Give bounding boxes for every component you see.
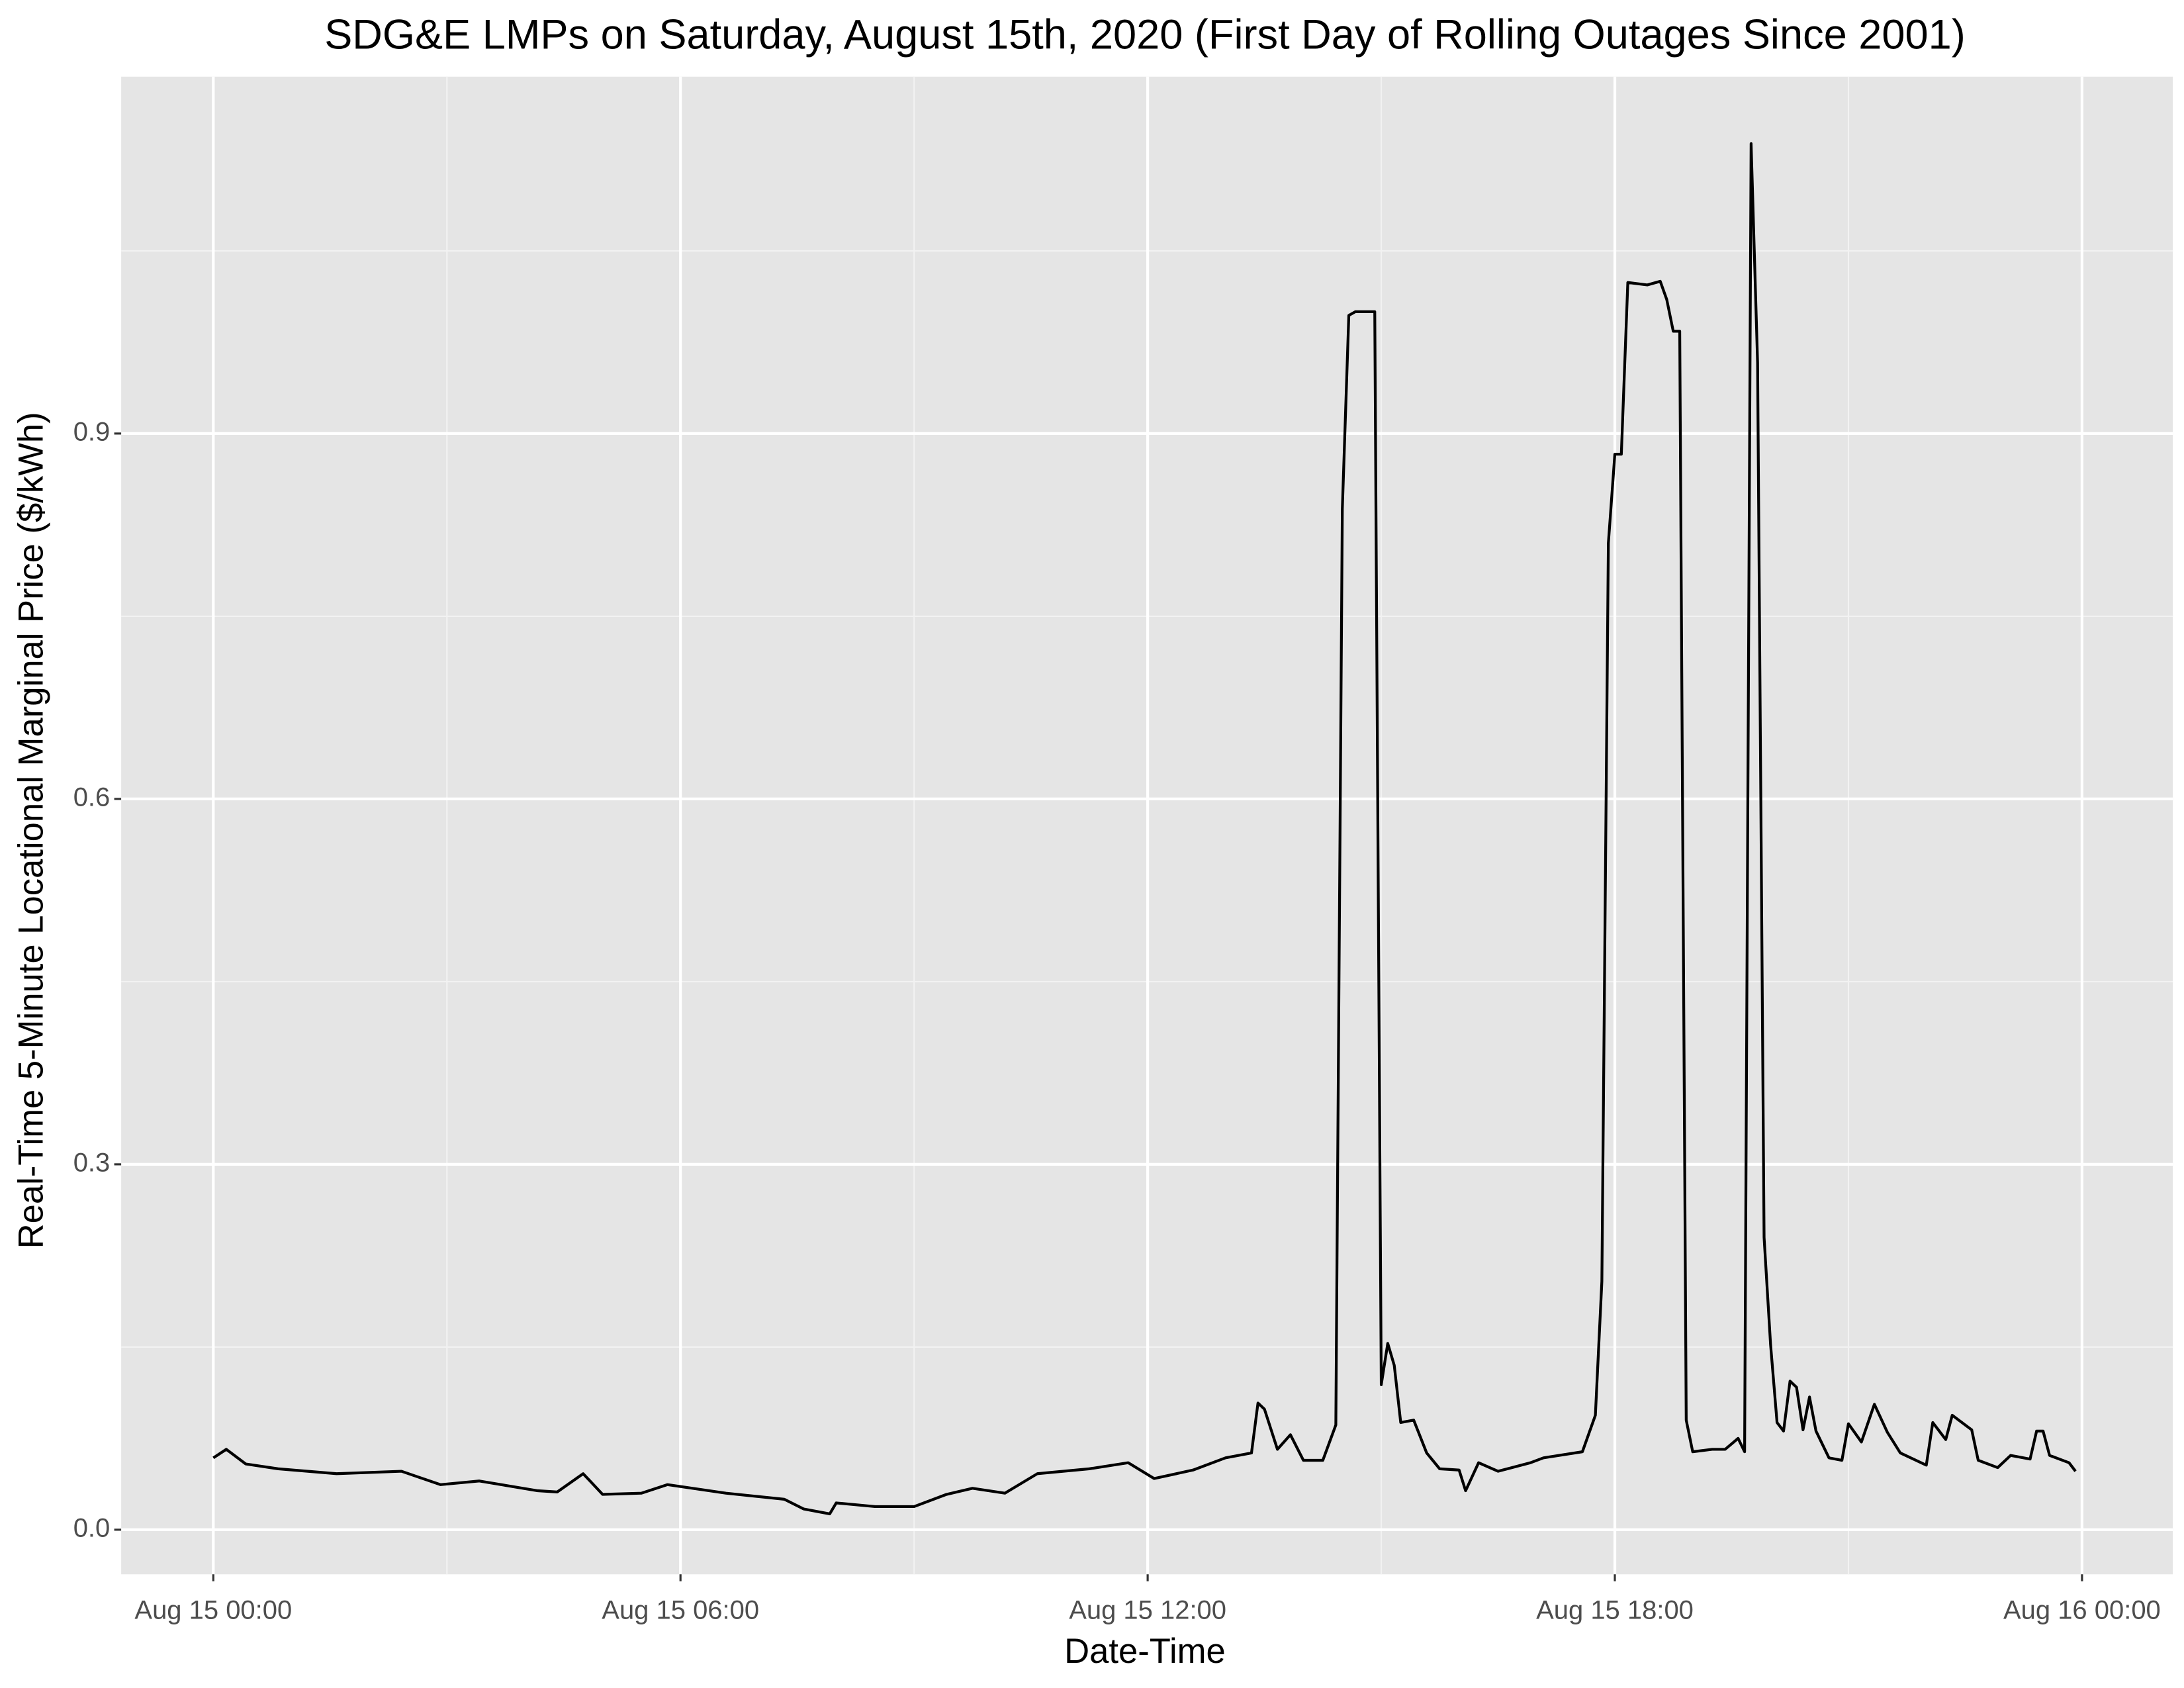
y-axis-label: Real-Time 5-Minute Locational Marginal P… bbox=[11, 412, 50, 1248]
x-tick-label: Aug 15 18:00 bbox=[1536, 1596, 1694, 1625]
y-tick-label: 0.9 bbox=[73, 417, 111, 446]
y-tick-label: 0.0 bbox=[73, 1513, 111, 1542]
chart-title: SDG&E LMPs on Saturday, August 15th, 202… bbox=[324, 12, 1966, 58]
x-tick-label: Aug 15 06:00 bbox=[602, 1596, 759, 1625]
x-tick-label: Aug 15 00:00 bbox=[134, 1596, 292, 1625]
x-tick-label: Aug 15 12:00 bbox=[1069, 1596, 1226, 1625]
price-line bbox=[212, 142, 2077, 1516]
y-tick-label: 0.3 bbox=[73, 1148, 111, 1177]
x-tick-label: Aug 16 00:00 bbox=[2003, 1596, 2161, 1625]
y-tick-label: 0.6 bbox=[73, 782, 111, 812]
x-axis-label: Date-Time bbox=[1064, 1632, 1226, 1671]
